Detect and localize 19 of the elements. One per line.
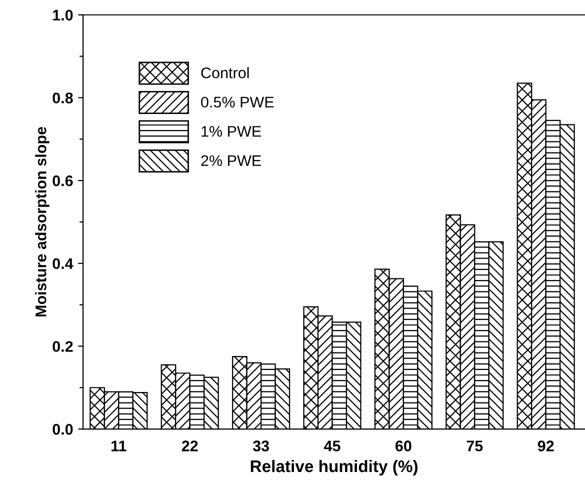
legend-label: 0.5% PWE [201, 96, 274, 108]
x-tick-label: 60 [396, 440, 412, 452]
x-tick-label: 11 [112, 440, 126, 452]
y-tick-label: 0.6 [52, 175, 73, 186]
y-tick-label: 0.4 [52, 258, 74, 270]
y-tick-label: 0.0 [52, 424, 73, 435]
legend-label: 1% PWE [202, 126, 261, 137]
x-tick-label: 75 [466, 440, 483, 452]
legend-label: Control [201, 67, 249, 78]
x-tick-label: 92 [538, 440, 554, 452]
y-tick-label: 0.8 [52, 92, 73, 104]
x-axis-title: Relative humidity (%) [250, 460, 418, 476]
x-tick-label: 33 [252, 440, 270, 452]
y-tick-label: 0.2 [52, 341, 73, 352]
y-tick-label: 1.0 [53, 10, 73, 21]
legend-label: 2% PWE [201, 155, 261, 166]
x-tick-label: 22 [182, 440, 198, 452]
y-axis-title: Moisture adsorption slope [35, 126, 50, 316]
x-tick-label: 45 [324, 440, 340, 452]
